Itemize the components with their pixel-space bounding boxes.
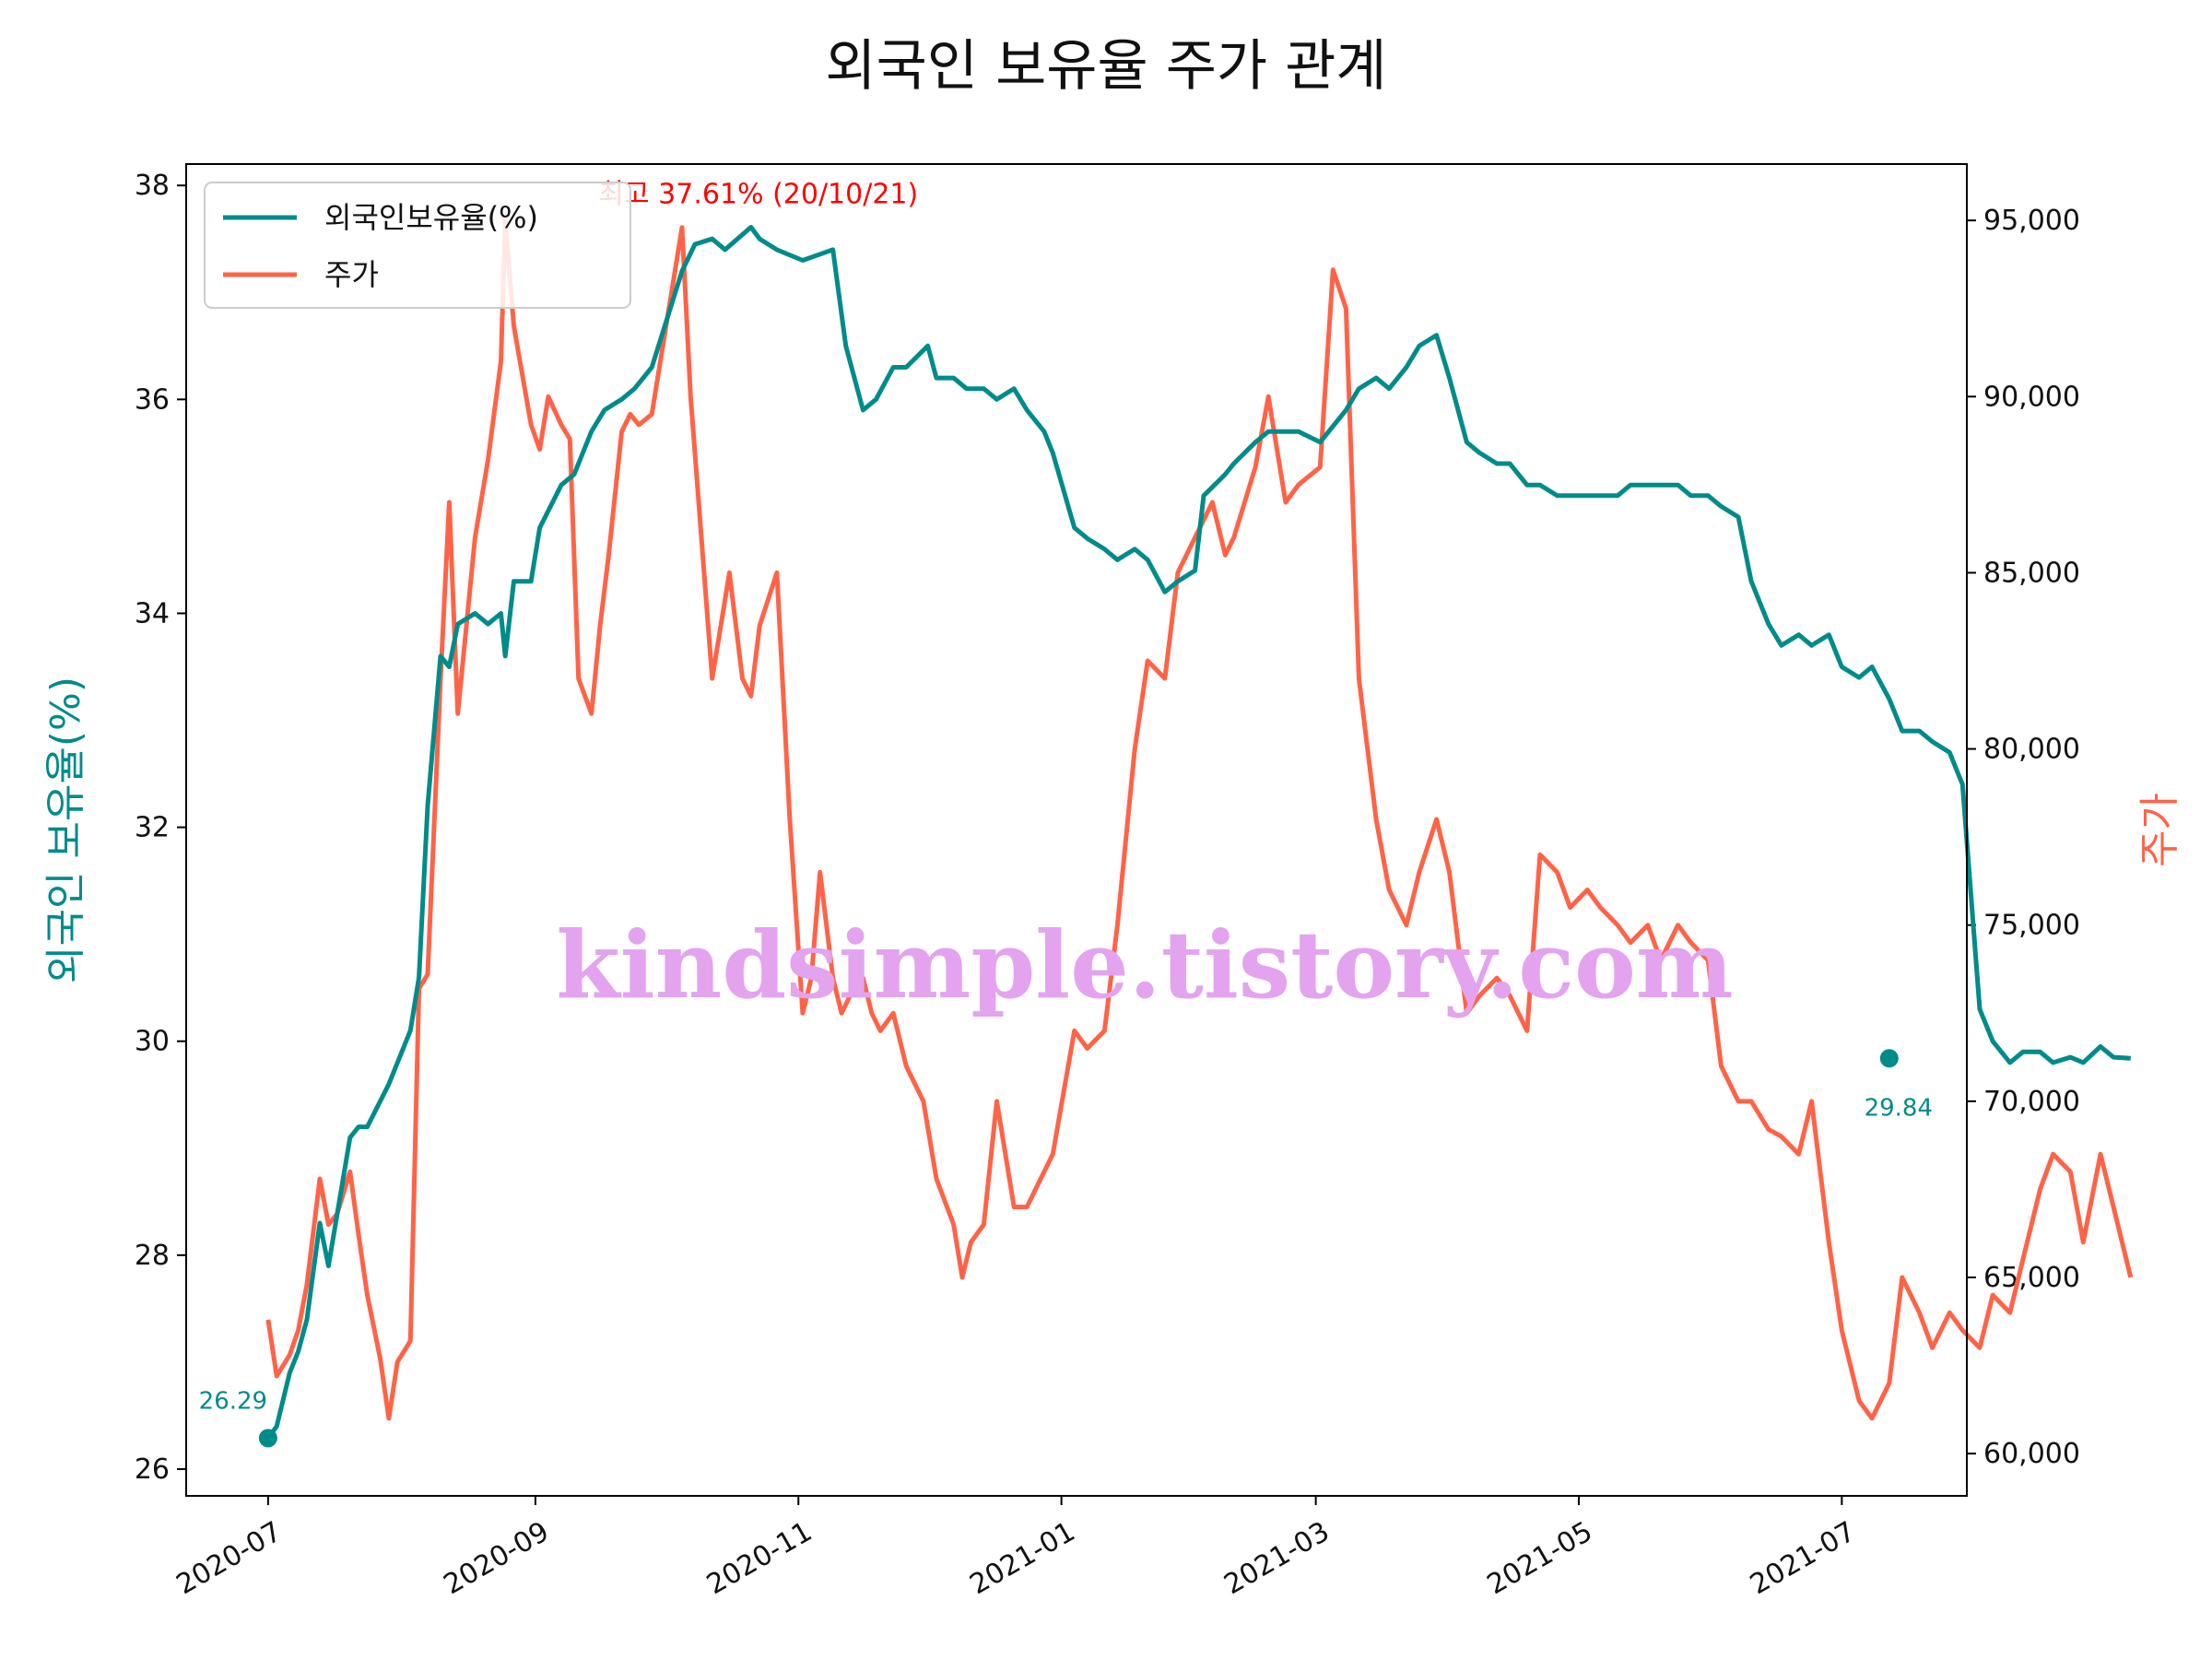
series-line-holding <box>265 225 2131 1440</box>
legend: 외국인보유율(%) 주가 <box>204 182 631 309</box>
y-right-tick-label: 90,000 <box>1983 381 2080 413</box>
y-right-tick-label: 75,000 <box>1983 910 2080 942</box>
y-axis-right: 60,000 65,000 70,000 75,000 80,000 85,000 90,0… <box>1967 205 2080 1470</box>
y-right-tick-label: 80,000 <box>1983 734 2080 766</box>
annotations: 최고 37.61% (20/10/21) 26.29 29.84 <box>199 178 1933 1415</box>
y-right-tick-label: 70,000 <box>1983 1086 2080 1118</box>
y-axis-left-label: 외국인 보유율(%) <box>42 677 89 983</box>
annotation-label: 최고 37.61% (20/10/21) <box>598 178 918 210</box>
annotation-label: 29.84 <box>1865 1094 1933 1122</box>
y-left-tick-label: 38 <box>135 170 170 202</box>
legend-box <box>204 182 631 309</box>
y-left-tick-label: 32 <box>135 812 170 844</box>
y-left-tick-label: 28 <box>135 1240 170 1272</box>
y-right-tick-label: 85,000 <box>1983 557 2080 589</box>
endpoint-marker <box>1879 1049 1899 1068</box>
y-axis-left: 26 28 30 32 34 36 38 <box>135 170 186 1486</box>
y-left-tick-label: 34 <box>135 597 170 629</box>
y-right-tick-label: 60,000 <box>1983 1438 2080 1470</box>
y-left-tick-label: 30 <box>135 1026 170 1058</box>
chart-title: 외국인 보유율 주가 관계 <box>825 34 1386 99</box>
plot-frame <box>185 163 1968 1497</box>
watermark: kindsimple.tistory.com <box>556 911 1733 1019</box>
y-left-tick-label: 26 <box>135 1453 170 1486</box>
endpoint-marker <box>258 1429 277 1448</box>
legend-label: 외국인보유율(%) <box>324 200 538 235</box>
y-right-tick-label: 95,000 <box>1983 205 2080 237</box>
y-right-tick-label: 65,000 <box>1983 1262 2080 1294</box>
legend-label: 주가 <box>324 257 379 292</box>
y-axis-right-label: 주가 <box>2136 793 2183 867</box>
y-left-tick-label: 36 <box>135 383 170 416</box>
annotation-label: 26.29 <box>199 1387 267 1415</box>
